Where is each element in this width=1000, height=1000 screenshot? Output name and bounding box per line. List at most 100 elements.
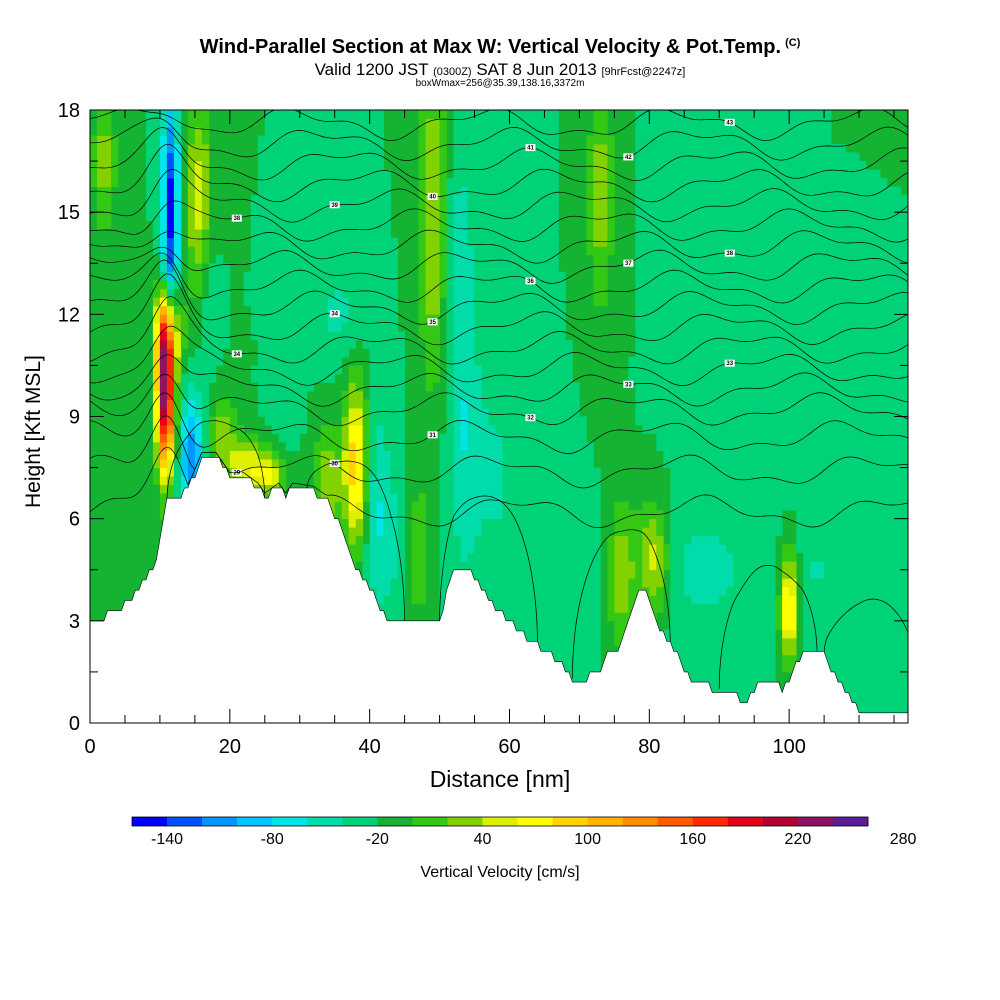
w-cell <box>481 161 489 170</box>
w-cell <box>670 637 678 647</box>
w-cell <box>495 220 503 230</box>
w-cell <box>677 407 685 417</box>
w-cell <box>320 161 329 170</box>
w-cell <box>656 169 664 179</box>
w-cell <box>747 144 755 153</box>
w-cell <box>201 305 210 315</box>
w-cell <box>271 127 280 136</box>
w-cell <box>579 612 587 622</box>
w-cell <box>411 552 419 562</box>
w-cell <box>768 493 776 503</box>
w-cell <box>600 297 608 307</box>
w-cell <box>152 118 161 128</box>
w-cell <box>530 433 538 443</box>
w-cell <box>250 365 259 375</box>
w-cell <box>369 280 378 290</box>
w-cell <box>586 561 594 571</box>
w-cell <box>488 305 496 315</box>
w-cell <box>747 467 755 477</box>
w-cell <box>348 433 357 443</box>
w-cell <box>369 220 378 230</box>
w-cell <box>754 518 762 528</box>
w-cell <box>103 203 112 213</box>
w-cell <box>516 322 524 332</box>
w-cell <box>768 646 776 656</box>
w-cell <box>369 484 378 494</box>
w-cell <box>586 637 594 647</box>
w-cell <box>159 305 168 315</box>
w-cell <box>516 280 524 290</box>
w-cell <box>516 161 524 170</box>
w-cell <box>481 510 489 520</box>
w-cell <box>670 382 678 392</box>
w-cell <box>775 510 783 520</box>
w-cell <box>740 152 748 162</box>
w-cell <box>684 603 692 613</box>
w-cell <box>397 467 406 477</box>
w-cell <box>614 620 622 630</box>
w-cell <box>488 561 496 571</box>
w-cell <box>341 220 350 230</box>
w-cell <box>201 246 210 256</box>
w-cell <box>208 322 217 332</box>
w-cell <box>768 595 776 605</box>
w-cell <box>712 152 720 162</box>
w-cell <box>90 178 98 188</box>
w-cell <box>642 339 650 349</box>
w-cell <box>523 620 531 630</box>
w-cell <box>467 407 475 417</box>
w-cell <box>747 152 755 162</box>
w-cell <box>299 195 308 205</box>
w-cell <box>474 433 482 443</box>
w-cell <box>523 603 531 613</box>
w-cell <box>348 493 357 503</box>
w-cell <box>152 229 161 239</box>
w-cell <box>516 561 524 571</box>
w-cell <box>670 169 678 179</box>
w-cell <box>747 552 755 562</box>
w-cell <box>698 356 706 366</box>
w-cell <box>362 459 371 468</box>
w-cell <box>439 467 447 477</box>
w-cell <box>565 629 573 639</box>
w-cell <box>313 161 322 170</box>
w-cell <box>656 305 664 315</box>
w-cell <box>530 578 538 588</box>
w-cell <box>166 331 175 341</box>
w-cell <box>467 527 475 537</box>
w-cell <box>768 637 776 647</box>
w-cell <box>215 425 224 434</box>
w-cell <box>215 305 224 315</box>
w-cell <box>663 382 671 392</box>
w-cell <box>607 246 615 256</box>
w-cell <box>194 399 203 409</box>
w-cell <box>495 467 503 477</box>
w-cell <box>439 595 447 605</box>
w-cell <box>544 348 552 358</box>
w-cell <box>593 110 601 119</box>
w-cell <box>439 110 447 119</box>
w-cell <box>488 459 496 468</box>
w-cell <box>530 229 538 239</box>
w-cell <box>334 144 343 153</box>
w-cell <box>530 467 538 477</box>
w-cell <box>677 195 685 205</box>
w-cell <box>761 203 769 213</box>
w-cell <box>313 288 322 298</box>
w-cell <box>705 280 713 290</box>
w-cell <box>733 254 741 264</box>
w-cell <box>187 212 196 222</box>
w-cell <box>712 637 720 647</box>
w-cell <box>726 348 734 358</box>
w-cell <box>453 467 461 477</box>
w-cell <box>166 399 175 409</box>
w-cell <box>691 527 699 537</box>
w-cell <box>320 127 329 136</box>
w-cell <box>754 356 762 366</box>
w-cell <box>376 297 385 307</box>
w-cell <box>747 339 755 349</box>
w-cell <box>544 629 552 639</box>
w-cell <box>523 544 531 554</box>
w-cell <box>761 280 769 290</box>
w-cell <box>271 186 280 196</box>
